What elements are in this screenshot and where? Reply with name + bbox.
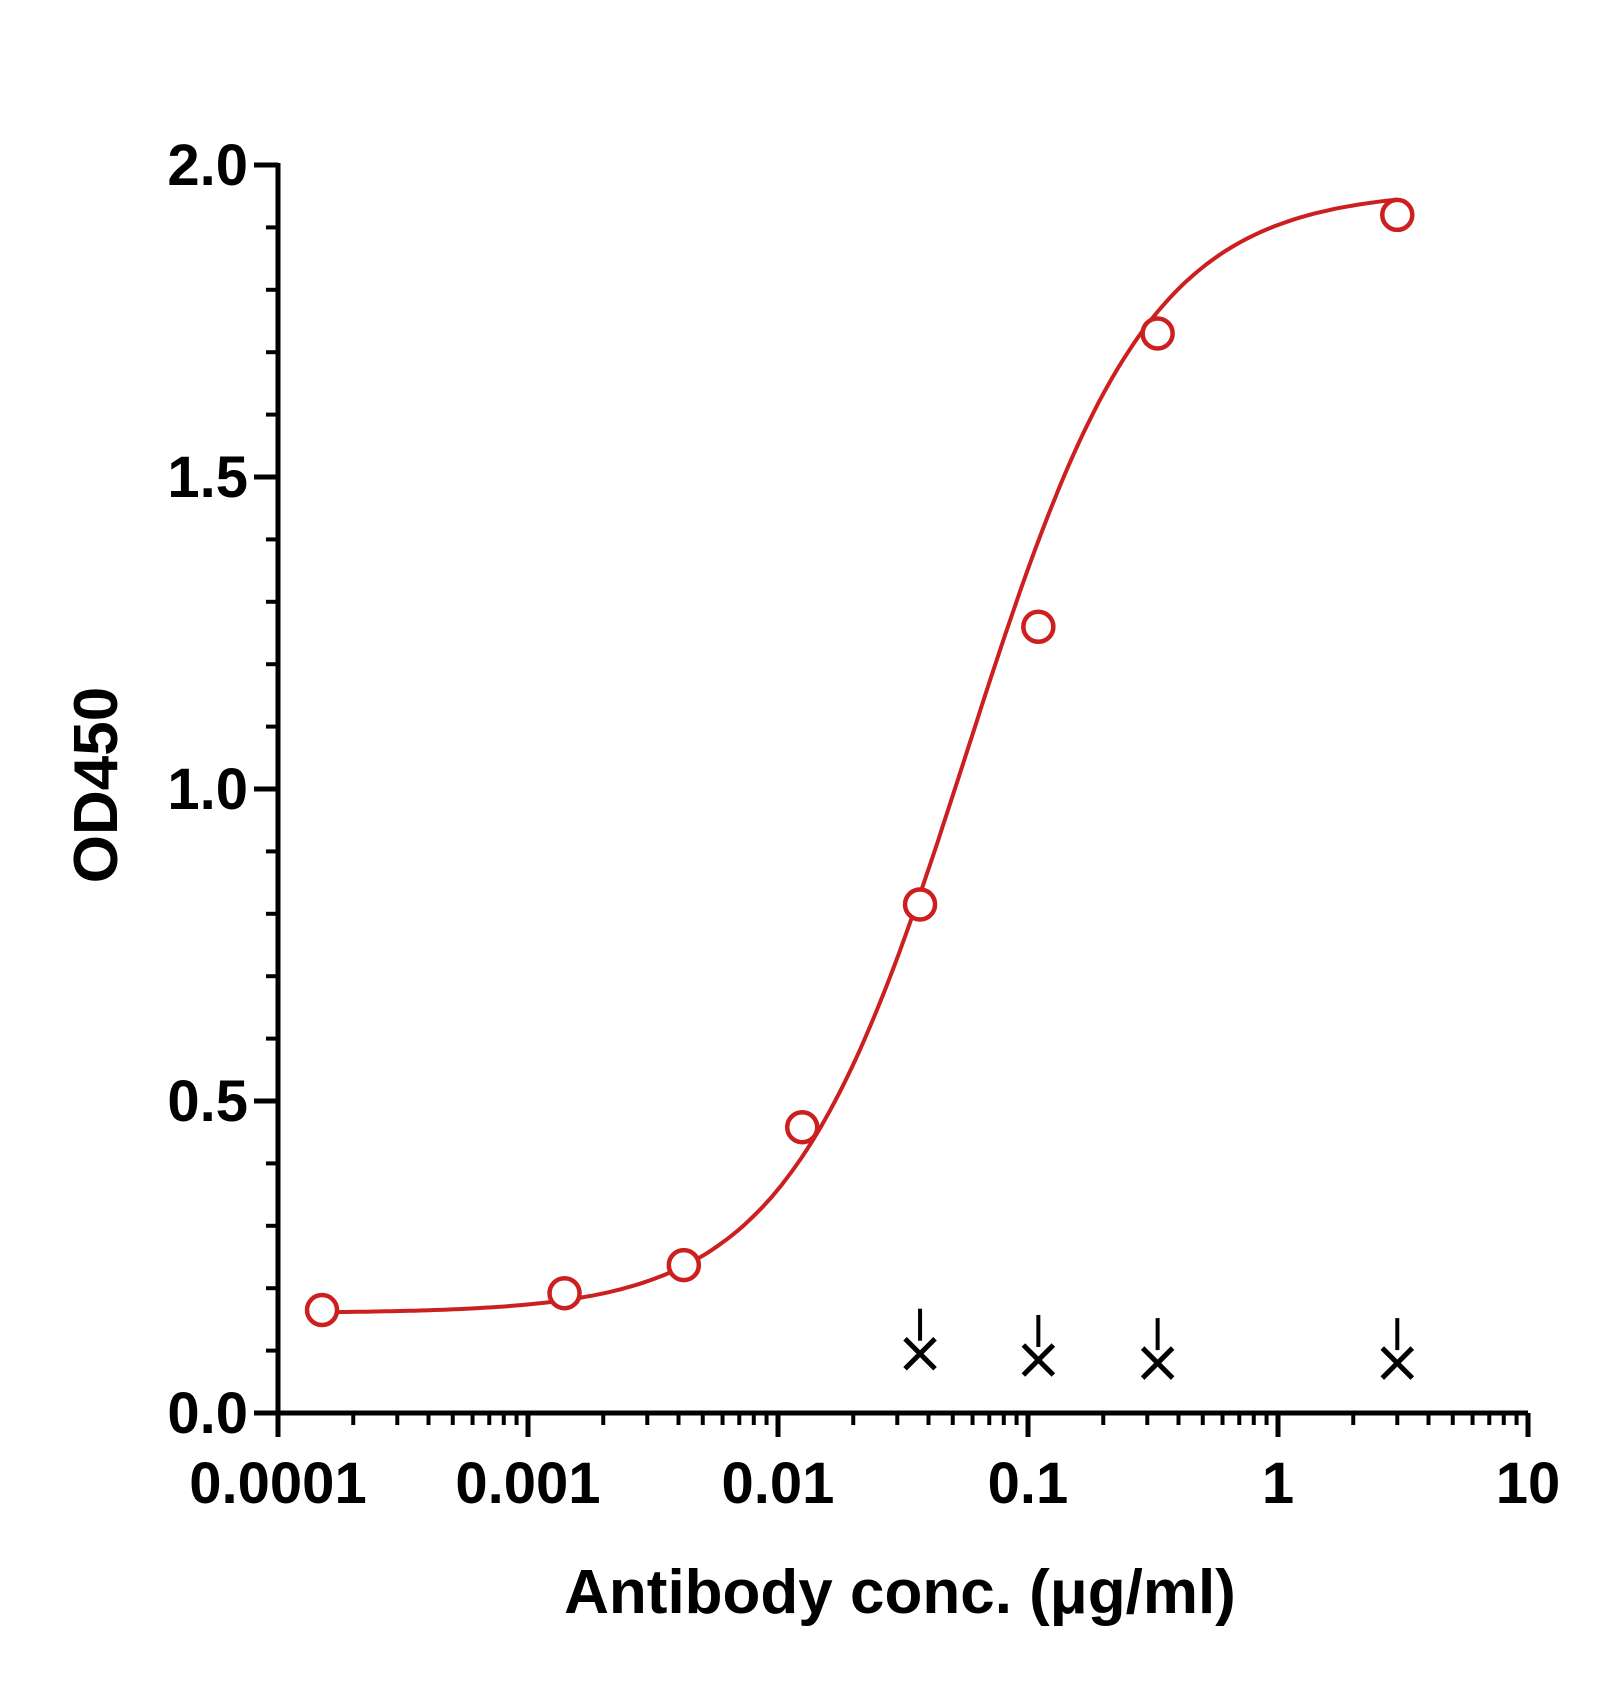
y-tick-label: 1.5 bbox=[167, 445, 248, 510]
x-tick-label: 10 bbox=[1496, 1451, 1561, 1516]
data-point-circle bbox=[547, 1275, 582, 1311]
x-tick-label: 0.01 bbox=[722, 1451, 835, 1516]
data-point-circle bbox=[902, 887, 938, 922]
data-point-circle bbox=[784, 1109, 820, 1145]
fit-curve-layer bbox=[321, 197, 1398, 1315]
y-tick-label: 0.0 bbox=[167, 1381, 248, 1446]
x-axis-title: Antibody conc. (μg/ml) bbox=[564, 1558, 1236, 1627]
x-marker-stroke bbox=[1140, 1346, 1175, 1380]
data-point-circle bbox=[666, 1247, 702, 1283]
y-tick-label: 1.0 bbox=[167, 757, 248, 822]
y-axis-title: OD450 bbox=[62, 687, 131, 883]
fit-curve bbox=[321, 197, 1398, 1315]
data-point-x bbox=[1140, 1318, 1175, 1380]
x-tick-label: 0.1 bbox=[988, 1451, 1069, 1516]
data-point-circle bbox=[304, 1292, 340, 1328]
x-tick-label: 0.0001 bbox=[189, 1451, 366, 1516]
points-layer bbox=[304, 197, 1415, 1380]
data-point-circle bbox=[1380, 197, 1415, 233]
data-point-circle bbox=[1140, 316, 1175, 351]
data-point-x bbox=[1380, 1318, 1415, 1380]
axes: 0.0 0.5 1.0 1.5 2.0 0.0001 0.001 0.01 0.1 1 10 bbox=[167, 133, 1560, 1516]
data-point-x bbox=[1021, 1314, 1056, 1377]
x-tick-label: 1 bbox=[1262, 1451, 1294, 1516]
x-marker-stroke bbox=[1380, 1346, 1415, 1380]
y-tick-label: 0.5 bbox=[167, 1069, 248, 1134]
x-marker-stroke bbox=[903, 1336, 937, 1371]
x-tick-label: 0.001 bbox=[455, 1451, 600, 1516]
data-point-circle bbox=[1021, 609, 1056, 645]
y-tick-label: 2.0 bbox=[167, 133, 248, 198]
data-point-x bbox=[903, 1308, 937, 1371]
x-marker-stroke bbox=[1021, 1343, 1056, 1377]
